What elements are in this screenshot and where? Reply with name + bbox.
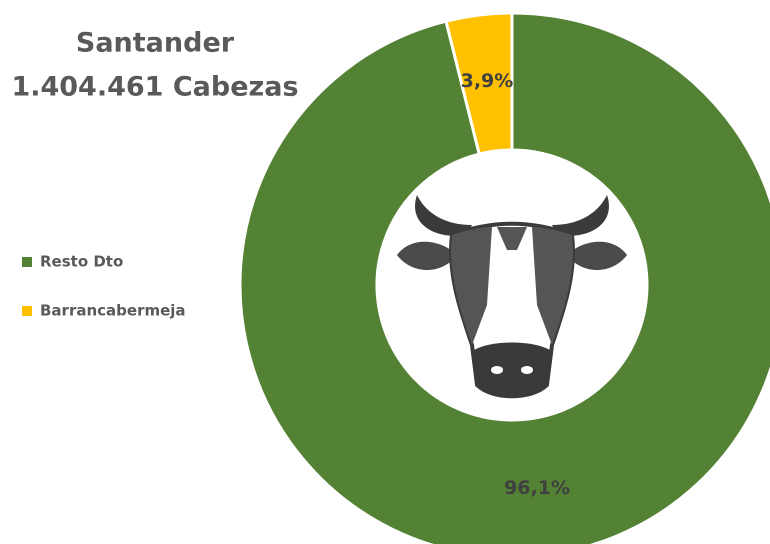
legend: Resto Dto Barrancabermeja [22,253,186,320]
chart: Santander 1.404.461 Cabezas 96,1% 3,9% Re… [0,0,770,544]
chart-title: Santander [76,28,235,59]
legend-label: Resto Dto [40,253,123,271]
legend-label: Barrancabermeja [40,302,186,320]
data-label: 3,9% [461,70,514,92]
chart-subtitle: 1.404.461 Cabezas [11,72,298,103]
legend-swatch [22,257,32,267]
legend-swatch [22,306,32,316]
data-label: 96,1% [504,477,570,499]
